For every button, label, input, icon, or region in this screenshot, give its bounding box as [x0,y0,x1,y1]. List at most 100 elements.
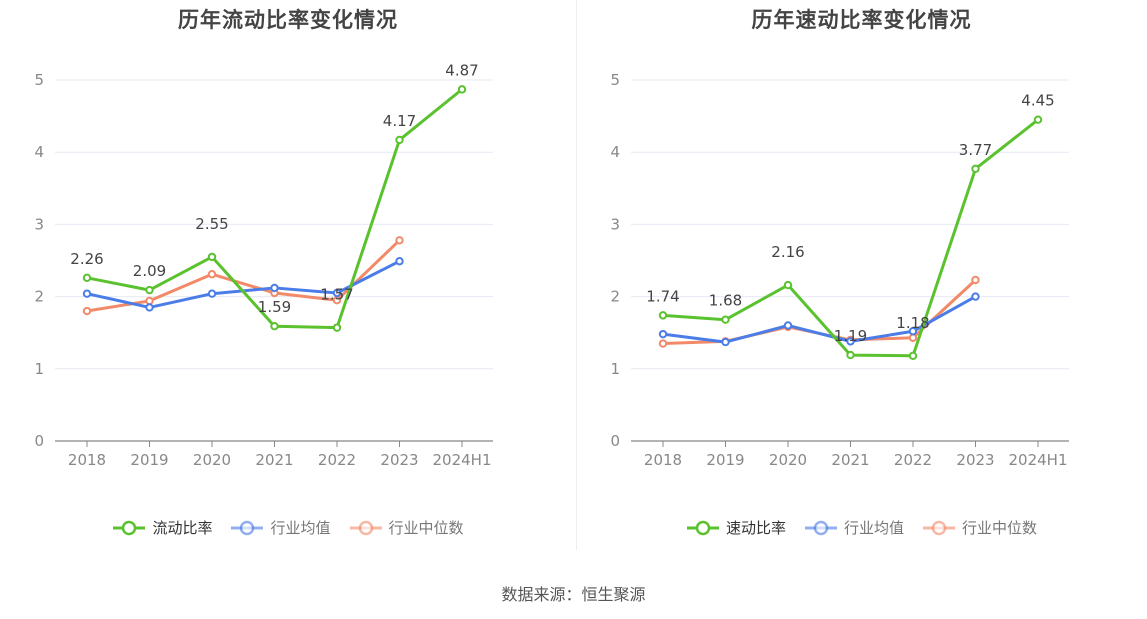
legend-item[interactable]: 速动比率 [686,517,786,538]
x-tick-label: 2023 [956,451,994,469]
y-tick-label: 2 [34,288,44,306]
y-tick-label: 4 [610,143,620,161]
x-tick-label: 2019 [706,451,744,469]
data-point [207,289,217,298]
data-label: 1.57 [320,286,353,304]
data-label: 1.74 [646,287,679,305]
legend-label: 行业中位数 [388,519,464,537]
chart-legend: 速动比率 行业均值 行业中位数 [576,517,1147,538]
data-point [270,283,279,293]
legend-line-marker-icon [349,520,382,535]
x-tick-label: 2021 [255,451,293,469]
data-point [971,292,980,301]
data-point [658,311,668,320]
chart-title: 历年速动比率变化情况 [751,8,972,32]
legend-item[interactable]: 行业均值 [230,517,331,538]
y-tick-label: 2 [610,288,620,306]
legend-line-marker-icon [231,520,264,535]
data-point [457,85,467,94]
y-tick-label: 0 [34,432,44,450]
y-tick-label: 3 [34,215,44,233]
x-tick-label: 2022 [318,451,356,469]
x-tick-label: 2024H1 [433,451,492,469]
chart-title: 历年流动比率变化情况 [178,8,398,32]
data-point [395,236,404,245]
data-label: 2.26 [70,250,103,268]
x-tick-label: 2020 [193,451,231,469]
legend-item[interactable]: 行业中位数 [349,517,464,538]
data-point [658,329,668,339]
data-point [207,252,217,262]
data-point [82,306,92,316]
data-label: 4.17 [383,112,416,130]
legend-line-marker-icon [686,520,719,535]
legend-line-marker-icon [923,520,955,535]
data-label: 2.55 [195,215,228,233]
x-tick-label: 2020 [769,451,807,469]
x-tick-label: 2018 [644,451,682,469]
data-point [971,275,980,285]
y-tick-label: 1 [610,360,620,378]
legend-label: 行业均值 [270,519,331,537]
data-label: 4.45 [1021,92,1054,110]
data-point [908,351,918,361]
legend-line-marker-icon [113,520,146,535]
data-point [658,339,668,348]
data-point [270,322,279,331]
data-label: 1.68 [709,292,742,310]
quick-ratio-chart: 0 1 2 3 4 5 2018 2019 2020 2021 2022 2023 2024H1 1.74… [610,71,1069,469]
data-point [908,327,918,336]
data-point [395,257,404,266]
data-point [971,164,980,174]
data-point [332,288,342,298]
quick-ratio-chart-panel: 历年速动比率变化情况 0 1 2 3 4 5 2018 2019 2020 2021 2022 202… [576,0,1147,560]
data-label: 4.87 [445,61,478,79]
data-point [332,323,342,332]
data-label: 2.09 [133,262,166,280]
x-tick-label: 2024H1 [1009,451,1068,469]
x-tick-label: 2018 [68,451,106,469]
x-tick-label: 2021 [831,451,869,469]
data-point [82,289,92,298]
data-point [395,135,404,145]
current-ratio-chart: 0 1 2 3 4 5 2018 2019 2020 2021 2022 2023 2024H1 2.26… [34,61,493,469]
y-tick-label: 3 [610,215,620,233]
y-tick-label: 0 [610,432,620,450]
panel-divider [576,0,577,550]
current-ratio-chart-panel: 历年流动比率变化情况 0 1 2 3 4 5 2018 2019 2020 2021 2022 202… [0,0,576,560]
data-source-note: 数据来源：恒生聚源 [501,585,646,604]
data-point [783,280,793,290]
legend-item[interactable]: 行业均值 [804,517,904,538]
legend-label: 行业均值 [843,519,904,537]
data-point [783,321,793,330]
data-label: 1.59 [258,298,291,316]
data-point [145,303,154,312]
y-tick-label: 5 [34,71,44,89]
legend-label: 速动比率 [725,519,786,537]
data-point [846,337,855,346]
x-tick-label: 2019 [130,451,168,469]
chart-legend: 流动比率 行业均值 行业中位数 [0,517,576,538]
data-label: 3.77 [959,141,992,159]
data-point [207,270,217,279]
data-point [908,333,918,342]
legend-label: 流动比率 [152,519,213,537]
y-tick-label: 4 [34,143,44,161]
y-tick-label: 5 [610,71,620,89]
y-tick-label: 1 [34,360,44,378]
data-label: 1.19 [834,327,867,345]
data-point [145,296,154,306]
data-point [846,350,855,360]
x-tick-label: 2023 [380,451,418,469]
series-line [86,239,401,313]
data-point [145,285,154,295]
legend-label: 行业中位数 [962,519,1038,537]
legend-item[interactable]: 行业中位数 [922,517,1037,538]
data-point [721,315,730,324]
legend-item[interactable]: 流动比率 [112,517,212,538]
x-tick-label: 2022 [894,451,932,469]
data-label: 2.16 [771,243,804,261]
data-label: 1.18 [896,314,929,332]
data-point [82,273,92,283]
legend-line-marker-icon [804,520,837,535]
